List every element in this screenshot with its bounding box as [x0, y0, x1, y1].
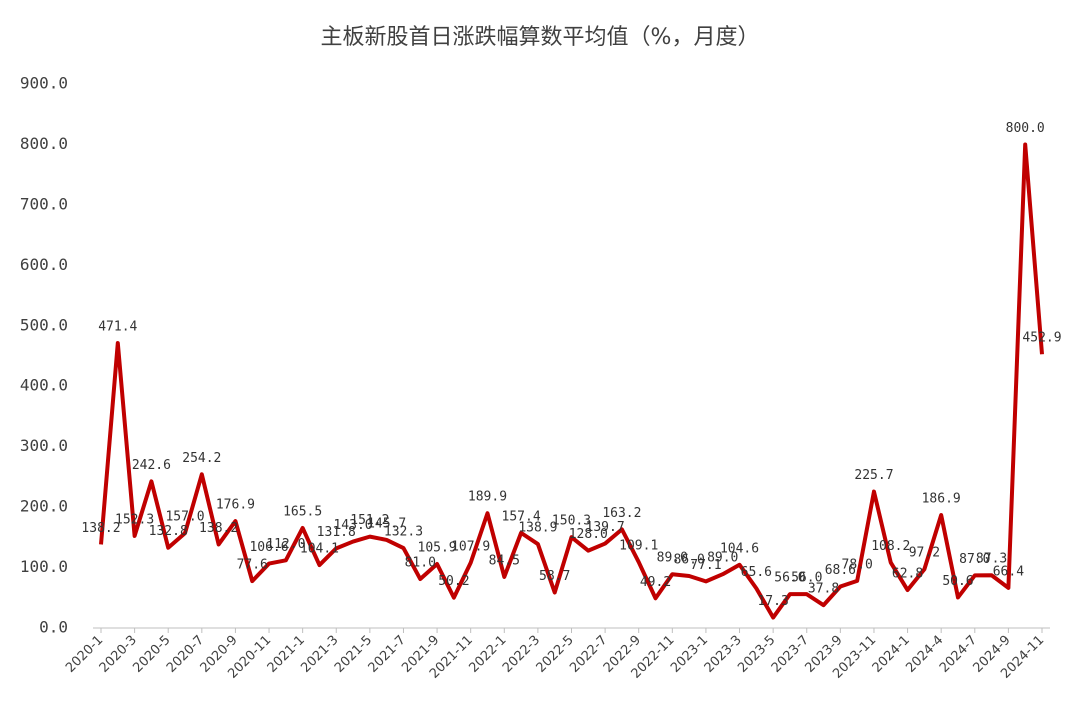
data-label: 150.3: [552, 514, 591, 529]
y-tick-label: 900.0: [20, 74, 68, 93]
y-tick-label: 200.0: [20, 497, 68, 516]
data-label: 87.0: [959, 552, 990, 567]
data-label: 151.2: [350, 513, 389, 528]
y-tick-label: 300.0: [20, 436, 68, 455]
data-label: 62.8: [892, 567, 923, 582]
data-label: 157.0: [165, 510, 204, 525]
data-label: 87.3: [976, 552, 1007, 567]
data-label: 163.2: [602, 506, 641, 521]
data-label: 138.9: [518, 521, 557, 536]
data-label: 138.2: [81, 521, 120, 536]
data-label: 145.7: [367, 516, 406, 531]
y-tick-label: 600.0: [20, 255, 68, 274]
data-label: 49.2: [640, 575, 671, 590]
data-label: 165.5: [283, 504, 322, 519]
data-label: 112.0: [266, 537, 305, 552]
data-label: 89.0: [657, 551, 688, 566]
data-label: 132.3: [384, 525, 423, 540]
data-label: 105.9: [418, 540, 457, 555]
line: [99, 142, 1044, 620]
data-label: 58.7: [539, 569, 570, 584]
y-tick-label: 0.0: [39, 618, 68, 637]
data-label: 242.6: [132, 458, 171, 473]
y-tick-label: 500.0: [20, 315, 68, 334]
data-label: 108.2: [871, 539, 910, 554]
data-label: 77.6: [237, 558, 268, 573]
data-label: 138.2: [199, 521, 238, 536]
data-label: 104.1: [300, 542, 339, 557]
data-label: 56.0: [791, 571, 822, 586]
data-label: 471.4: [98, 320, 137, 335]
data-label: 131.8: [317, 525, 356, 540]
data-label: 78.0: [842, 557, 873, 572]
data-label: 56.0: [774, 571, 805, 586]
data-label: 65.6: [741, 565, 772, 580]
data-label: 81.0: [405, 556, 436, 571]
data-label: 97.2: [909, 546, 940, 561]
data-label: 77.1: [690, 558, 721, 573]
data-label: 128.0: [569, 527, 608, 542]
data-label: 225.7: [854, 468, 893, 483]
data-label: 106.6: [249, 540, 288, 555]
data-label: 189.9: [468, 490, 507, 505]
data-label: 132.8: [149, 524, 188, 539]
data-label: 157.4: [502, 509, 541, 524]
data-label: 186.9: [922, 492, 961, 507]
y-tick-label: 100.0: [20, 557, 68, 576]
data-label: 89.0: [707, 551, 738, 566]
data-label: 152.3: [115, 512, 154, 527]
y-tick-label: 700.0: [20, 194, 68, 213]
data-label: 17.3: [757, 594, 788, 609]
data-label: 452.9: [1022, 331, 1061, 346]
data-label: 50.2: [438, 574, 469, 589]
data-label: 86.0: [673, 553, 704, 568]
data-label: 109.1: [619, 539, 658, 554]
data-label: 84.5: [489, 553, 520, 568]
y-tick-label: 800.0: [20, 134, 68, 153]
data-label: 50.6: [942, 574, 973, 589]
data-label: 37.8: [808, 582, 839, 597]
data-label: 139.7: [586, 520, 625, 535]
data-label: 176.9: [216, 498, 255, 513]
data-label: 104.6: [720, 541, 759, 556]
y-tick-label: 400.0: [20, 376, 68, 395]
data-label: 66.4: [993, 564, 1024, 579]
data-label: 800.0: [1006, 121, 1045, 136]
data-label: 107.9: [451, 539, 490, 554]
chart-title: 主板新股首日涨跌幅算数平均值（%，月度）: [321, 25, 760, 50]
data-label: 254.2: [182, 451, 221, 466]
data-label: 68.6: [825, 563, 856, 578]
data-label: 143.0: [333, 518, 372, 533]
